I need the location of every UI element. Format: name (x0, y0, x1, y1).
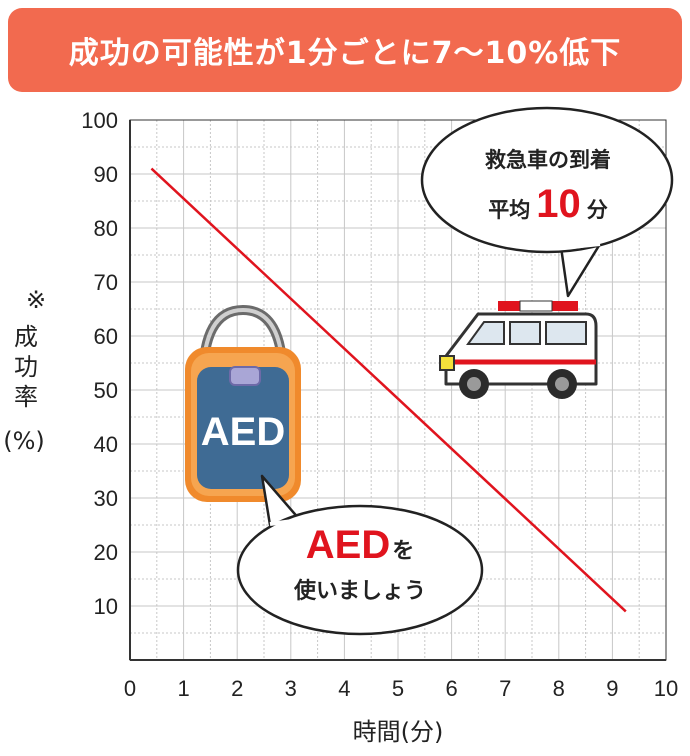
y-axis-title: 成功率 (14, 323, 38, 411)
aed-callout-line2: 使いましょう (293, 579, 426, 604)
x-tick-label: 9 (606, 676, 618, 701)
y-tick-label: 40 (94, 432, 118, 457)
ambulance-prefix: 平均 (488, 198, 530, 222)
y-axis-mark: ※ (26, 286, 46, 314)
y-axis-title-char: 功 (14, 353, 38, 381)
x-tick-label: 1 (177, 676, 189, 701)
x-axis-title: 時間(分) (353, 718, 444, 746)
y-tick-label: 30 (94, 486, 118, 511)
series-line (150, 167, 627, 613)
y-tick-label: 20 (94, 540, 118, 565)
x-tick-label: 8 (553, 676, 565, 701)
y-axis-title-char: 成 (14, 323, 38, 351)
y-tick-label: 60 (94, 324, 118, 349)
axes (129, 119, 667, 661)
ambulance-value: 10 (536, 182, 581, 226)
y-tick-label: 100 (81, 108, 118, 133)
ambulance-callout: 救急車の到着 平均 10 分 (420, 106, 674, 298)
aed-device-icon: AED (185, 304, 301, 502)
x-tick-label: 3 (285, 676, 297, 701)
x-tick-label: 2 (231, 676, 243, 701)
y-tick-label: 10 (94, 594, 118, 619)
y-tick-label: 80 (94, 216, 118, 241)
ambulance-suffix: 分 (587, 198, 608, 222)
x-tick-label: 4 (338, 676, 350, 701)
aed-callout-line1: AEDを (306, 523, 414, 567)
y-tick-labels: 10 20 30 40 50 60 70 80 90 100 (81, 108, 118, 619)
y-tick-label: 90 (94, 162, 118, 187)
banner-title: 成功の可能性が1分ごとに7～10%低下 (68, 36, 622, 71)
aed-callout: AEDを 使いましょう (236, 474, 484, 636)
ambulance-callout-line2: 平均 10 分 (488, 182, 608, 226)
aed-device-label: AED (201, 410, 285, 454)
ambulance-callout-line1: 救急車の到着 (485, 148, 611, 172)
title-banner: 成功の可能性が1分ごとに7～10%低下 (8, 8, 682, 92)
x-tick-labels: 0 1 2 3 4 5 6 7 8 9 10 (124, 676, 678, 701)
series (150, 167, 627, 613)
x-tick-label: 0 (124, 676, 136, 701)
aed-particle: を (392, 539, 414, 564)
y-axis-unit: (%) (3, 427, 45, 455)
x-tick-label: 10 (654, 676, 678, 701)
x-tick-label: 5 (392, 676, 404, 701)
x-tick-label: 7 (499, 676, 511, 701)
x-tick-label: 6 (445, 676, 457, 701)
y-axis-title-text: 成功率 (14, 323, 38, 411)
ambulance-icon (439, 300, 598, 399)
y-tick-label: 70 (94, 270, 118, 295)
y-axis-title-char: 率 (14, 383, 38, 411)
aed-highlight: AED (306, 523, 390, 567)
y-tick-label: 50 (94, 378, 118, 403)
